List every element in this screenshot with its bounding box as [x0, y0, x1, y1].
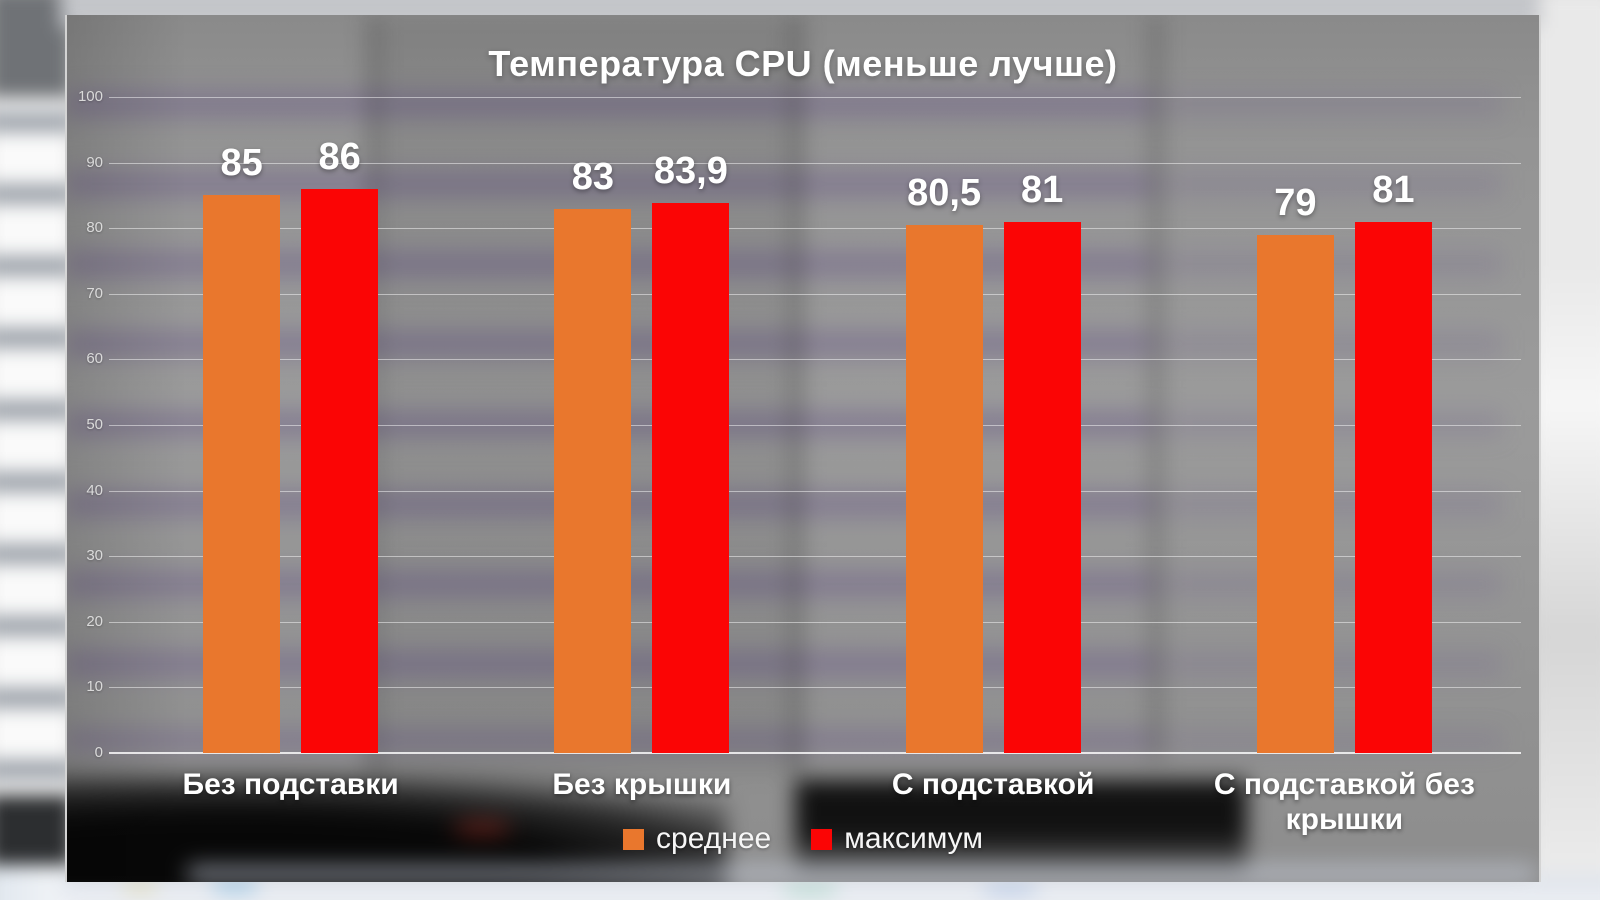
blur-red-smudge — [452, 820, 512, 836]
plot-area: 0 10 20 30 40 50 60 70 80 90 100 85 86 Без подставки 8… — [78, 88, 1521, 836]
bar-maximum — [301, 188, 379, 753]
y-axis-tick-label: 100 — [77, 88, 103, 105]
y-axis-tick-label: 10 — [86, 678, 103, 696]
bar-maximum — [1003, 221, 1081, 753]
taskbar-blur-spot — [780, 884, 840, 896]
legend-label: среднее — [656, 822, 772, 855]
bar-value-label: 83 — [571, 155, 615, 198]
x-axis-line — [109, 752, 1521, 754]
blur-bottom-light-streak — [187, 865, 1537, 882]
legend-label: максимум — [844, 822, 983, 855]
legend-swatch — [811, 828, 833, 850]
bar-average — [905, 224, 983, 753]
bar-maximum — [652, 202, 730, 753]
bar-value-label: 81 — [1372, 168, 1415, 211]
bar-value-label: 86 — [318, 135, 361, 178]
gridline — [109, 359, 1521, 361]
category-label: С подставкой без крышки — [1213, 768, 1475, 836]
bar-value-label: 81 — [1020, 168, 1064, 211]
category-label: Без крышки — [552, 768, 732, 801]
blur-vertical-divider — [1149, 15, 1163, 760]
y-axis-tick-label: 0 — [94, 744, 103, 761]
gridline — [109, 293, 1521, 295]
gridline — [109, 556, 1521, 558]
bar-average — [554, 208, 632, 753]
gridline — [109, 425, 1521, 426]
y-axis-tick-label: 90 — [86, 153, 103, 171]
chart-title: Температура CPU (меньше лучше) — [488, 43, 1118, 84]
panel-left-shade — [67, 15, 187, 882]
bar-maximum — [1354, 221, 1432, 753]
blur-vertical-divider — [789, 15, 803, 775]
y-axis-tick-label: 80 — [86, 219, 103, 237]
y-axis-tick-label: 40 — [86, 481, 103, 499]
blurred-left-column — [0, 0, 72, 900]
y-axis-tick-label: 20 — [86, 612, 103, 630]
gridline — [109, 162, 1521, 164]
bar-average — [203, 195, 281, 753]
gridline — [109, 687, 1521, 689]
y-axis-tick-label: 60 — [86, 350, 103, 368]
bar-average — [1256, 234, 1334, 753]
bar-value-label: 85 — [220, 142, 263, 185]
gridline — [109, 97, 1521, 98]
category-label: С подставкой — [891, 768, 1095, 801]
category-label: Без подставки — [182, 768, 399, 801]
y-axis-tick-label: 70 — [86, 284, 103, 302]
blurred-left-bottom-shade — [0, 795, 72, 870]
y-axis-tick-label: 30 — [86, 547, 103, 565]
legend-item: максимум — [811, 822, 983, 856]
bar-value-label: 79 — [1274, 181, 1317, 224]
chart-panel: Температура CPU (меньше лучше) 0 10 20 30 40… — [65, 15, 1541, 882]
gridline — [109, 228, 1521, 230]
chart-legend: среднее максимум — [67, 822, 1539, 856]
taskbar-blur-spot — [120, 882, 160, 894]
blur-dark-blob-left — [67, 772, 727, 882]
legend-swatch — [623, 828, 645, 850]
y-axis-tick-label: 50 — [86, 416, 103, 433]
legend-item: среднее — [623, 822, 771, 856]
taskbar-blur-spot — [980, 884, 1040, 896]
bar-value-label: 80,5 — [907, 171, 982, 214]
gridline — [109, 621, 1521, 623]
gridline — [109, 490, 1521, 492]
taskbar-blur-spot — [210, 880, 260, 894]
bar-value-label: 83,9 — [653, 149, 728, 192]
